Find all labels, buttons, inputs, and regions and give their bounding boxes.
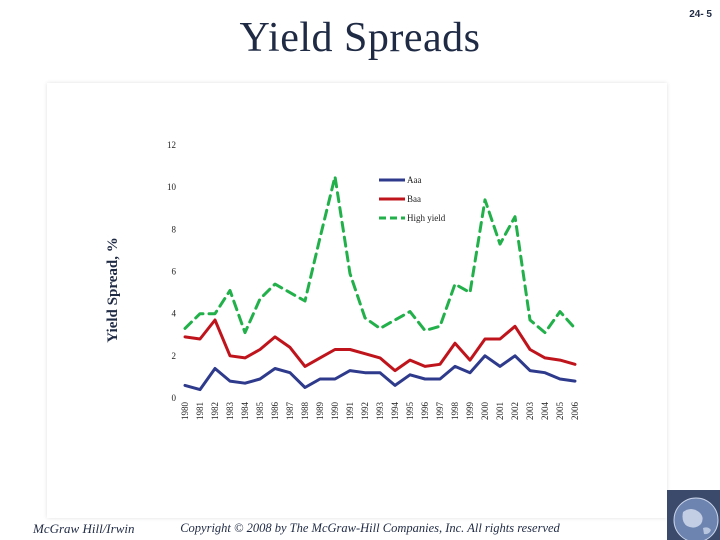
x-tick-label: 2006	[570, 402, 580, 421]
x-tick-label: 2000	[480, 402, 490, 421]
x-tick-label: 1984	[240, 402, 250, 421]
x-tick-label: 2002	[510, 402, 520, 420]
legend-label-aaa: Aaa	[407, 175, 422, 185]
y-tick-label: 12	[167, 140, 176, 150]
x-tick-label: 2005	[555, 402, 565, 421]
x-tick-label: 1991	[345, 402, 355, 420]
y-tick-label: 0	[172, 393, 177, 403]
chart-panel: 0 2 4 6 8 10 12 1980 1981 1982 1983 1984 1985 1986 19…	[47, 83, 667, 518]
x-tick-label: 1981	[195, 402, 205, 420]
x-tick-label: 1983	[225, 402, 235, 421]
y-tick-label: 2	[172, 351, 177, 361]
x-tick-label: 1986	[270, 402, 280, 421]
slide-title: Yield Spreads	[239, 15, 481, 61]
x-tick-label: 1997	[435, 402, 445, 421]
y-tick-label: 10	[167, 182, 177, 192]
x-tick-label: 1998	[450, 402, 460, 421]
series-line-aaa	[183, 354, 577, 392]
y-tick-label: 4	[172, 309, 177, 319]
y-tick-label: 6	[172, 267, 177, 277]
series-line-baa	[183, 318, 577, 373]
x-tick-label: 1990	[330, 402, 340, 421]
copyright-notice: Copyright © 2008 by The McGraw-Hill Comp…	[180, 521, 560, 535]
slide-number: 24- 5	[689, 9, 712, 20]
y-axis-title: Yield Spread, %	[105, 237, 121, 342]
x-tick-label: 1995	[405, 402, 415, 421]
x-tick-label: 1992	[360, 402, 370, 420]
x-tick-label: 1999	[465, 402, 475, 421]
x-tick-label: 1993	[375, 402, 385, 421]
x-tick-label: 1980	[180, 402, 190, 421]
x-tick-label: 2004	[540, 402, 550, 421]
x-tick-label: 1996	[420, 402, 430, 421]
x-tick-label: 2003	[525, 402, 535, 421]
y-axis: 0 2 4 6 8 10 12	[167, 140, 177, 403]
x-tick-label: 1989	[315, 402, 325, 421]
publisher-label: McGraw Hill/Irwin	[33, 521, 135, 536]
x-tick-label: 1994	[390, 402, 400, 421]
x-axis: 1980 1981 1982 1983 1984 1985 1986 1987 1988 1989…	[180, 402, 580, 421]
legend: Aaa Baa High yield	[379, 175, 446, 223]
series-lines	[183, 175, 577, 392]
x-tick-label: 2001	[495, 402, 505, 420]
x-tick-label: 1985	[255, 402, 265, 421]
x-tick-label: 1987	[285, 402, 295, 421]
y-tick-label: 8	[172, 224, 177, 234]
series-line-high-yield	[183, 175, 577, 335]
x-tick-label: 1982	[210, 402, 220, 420]
legend-label-baa: Baa	[407, 194, 421, 204]
globe-logo-icon	[667, 490, 720, 540]
legend-label-high-yield: High yield	[407, 213, 446, 223]
x-tick-label: 1988	[300, 402, 310, 421]
